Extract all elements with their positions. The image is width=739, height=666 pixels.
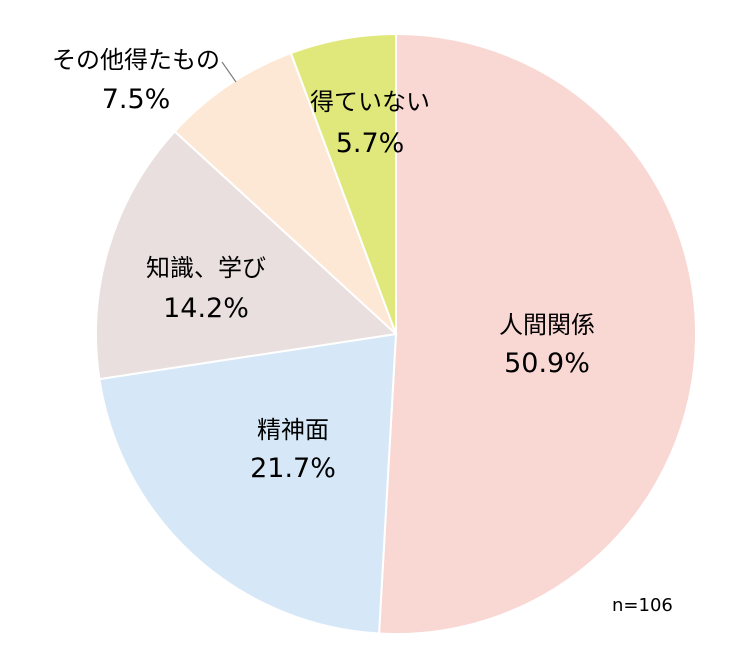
pie-slice-interpersonal bbox=[377, 32, 698, 635]
pie-slice-knowledge bbox=[95, 129, 399, 381]
slice-value-other: 7.5% bbox=[102, 84, 171, 115]
pie-slice-nothing bbox=[289, 32, 397, 335]
pie-slice-other bbox=[173, 51, 397, 335]
pie-slice-mental bbox=[98, 332, 398, 635]
slice-label-other: その他得たもの bbox=[52, 46, 220, 74]
leader-line-other bbox=[221, 61, 237, 83]
slice-value-knowledge: 14.2% bbox=[163, 293, 249, 324]
slice-value-interpersonal: 50.9% bbox=[504, 348, 590, 379]
pie-slices bbox=[95, 32, 698, 635]
slice-label-interpersonal: 人間関係 bbox=[499, 311, 595, 339]
slice-value-nothing: 5.7% bbox=[336, 128, 405, 159]
slice-label-nothing: 得ていない bbox=[310, 88, 430, 116]
sample-size-note: n=106 bbox=[612, 595, 673, 616]
slice-label-mental: 精神面 bbox=[257, 416, 329, 444]
slice-labels: 人間関係 50.9% 精神面 21.7% 知識、学び 14.2% その他得たもの… bbox=[52, 46, 595, 484]
slice-value-mental: 21.7% bbox=[250, 453, 336, 484]
slice-label-knowledge: 知識、学び bbox=[146, 254, 266, 282]
